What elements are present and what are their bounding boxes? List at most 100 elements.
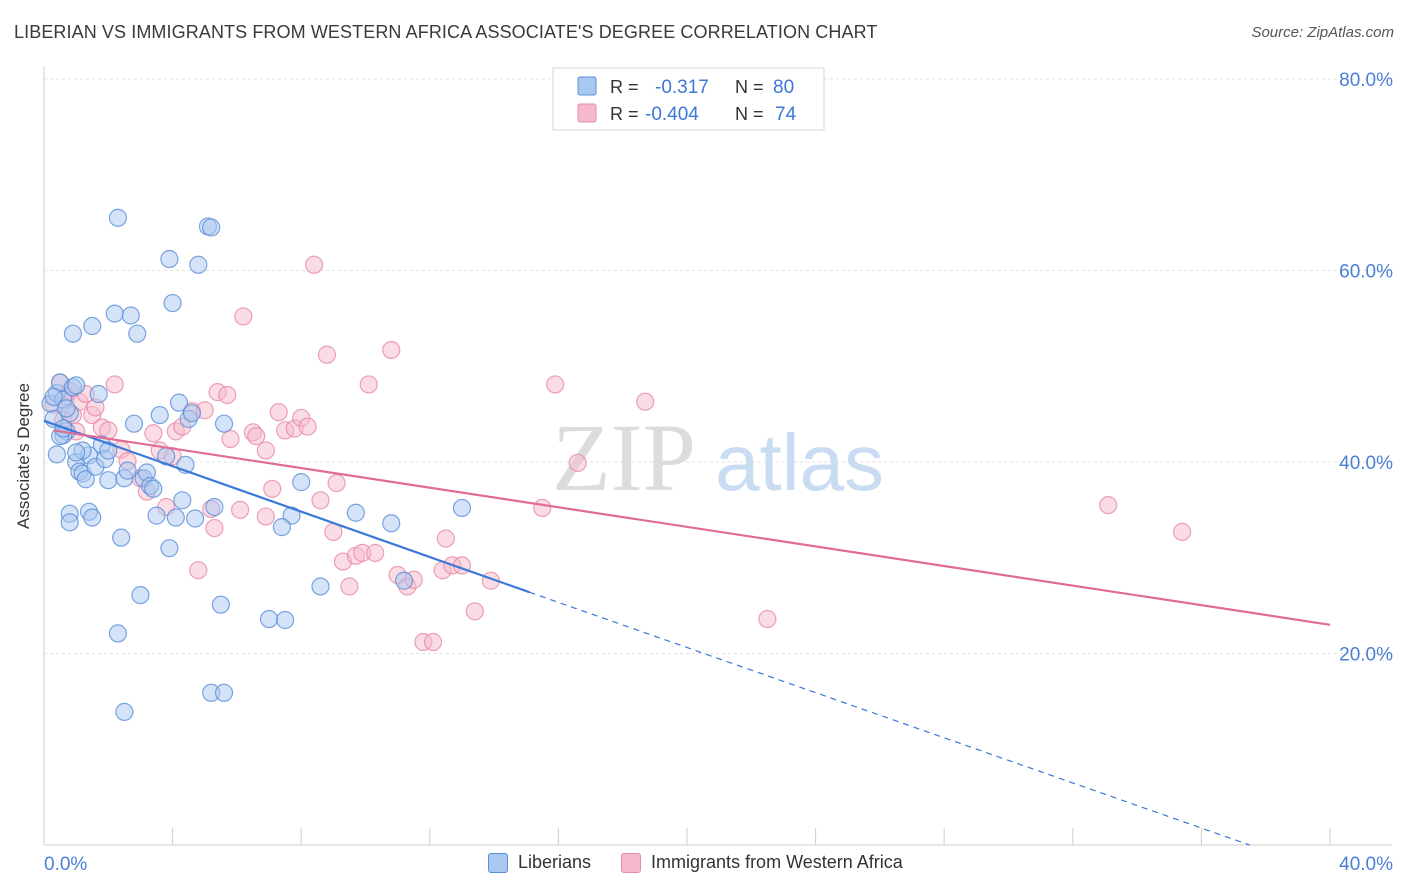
x-tick-label: 0.0% xyxy=(44,854,87,875)
data-point xyxy=(105,304,124,323)
data-point xyxy=(108,624,128,643)
data-point xyxy=(150,405,169,425)
grid-lines xyxy=(44,78,1392,654)
stats-n-label: N = xyxy=(735,104,764,124)
data-point xyxy=(359,375,378,394)
data-point xyxy=(67,443,86,462)
data-point xyxy=(63,324,83,343)
legend-swatch-blue xyxy=(488,852,508,873)
data-point xyxy=(546,375,565,394)
data-point xyxy=(205,518,224,538)
data-point xyxy=(67,376,86,395)
data-point xyxy=(263,479,282,498)
data-point xyxy=(189,561,208,580)
data-point xyxy=(247,427,266,446)
source-label: Source: ZipAtlas.com xyxy=(1251,24,1394,41)
stats-n-value: 74 xyxy=(775,104,797,125)
data-point xyxy=(568,453,587,473)
data-point xyxy=(189,255,208,274)
data-point xyxy=(115,702,134,722)
data-point xyxy=(144,424,163,443)
data-point xyxy=(99,441,118,460)
data-point xyxy=(83,316,102,336)
stats-legend-swatch-pink xyxy=(577,103,597,123)
data-point xyxy=(105,375,124,394)
y-tick-label: 40.0% xyxy=(1339,453,1393,474)
data-point xyxy=(452,498,472,518)
data-point xyxy=(118,461,137,480)
data-point xyxy=(394,571,414,590)
data-point xyxy=(47,445,66,464)
data-point xyxy=(166,508,185,527)
data-point xyxy=(1099,495,1118,515)
stats-n-label: N = xyxy=(735,77,764,97)
trend-line-extension xyxy=(529,591,1250,846)
data-point xyxy=(147,506,166,525)
legend-label: Immigrants from Western Africa xyxy=(651,852,903,872)
data-point xyxy=(211,595,230,614)
data-point xyxy=(99,471,118,490)
stats-r-label: R = xyxy=(610,104,639,124)
data-point xyxy=(218,385,237,405)
data-point xyxy=(112,528,131,547)
data-point xyxy=(89,384,108,404)
data-point xyxy=(311,577,330,596)
legend-item-immigrants[interactable]: Immigrants from Western Africa xyxy=(621,852,903,873)
y-axis-label: Associate's Degree xyxy=(14,383,33,529)
data-point xyxy=(57,399,76,418)
stats-r-value: -0.317 xyxy=(655,77,709,98)
data-point xyxy=(292,473,311,492)
data-point xyxy=(214,414,234,433)
data-point xyxy=(234,307,253,326)
data-point xyxy=(346,503,365,522)
data-point xyxy=(160,249,179,269)
legend-item-liberians[interactable]: Liberians xyxy=(488,852,591,873)
data-point xyxy=(304,255,324,274)
y-tick-label: 80.0% xyxy=(1339,70,1393,91)
data-point xyxy=(340,577,359,596)
data-point xyxy=(202,218,221,237)
data-point xyxy=(256,507,275,526)
series-liberians-points xyxy=(41,208,472,722)
axes xyxy=(43,66,1392,846)
trend-line xyxy=(43,419,530,594)
data-point xyxy=(160,539,179,558)
stats-legend: R = -0.317 N = 80 R = -0.404 N = 74 xyxy=(552,67,825,131)
stats-r-label: R = xyxy=(610,77,639,97)
stats-n-value: 80 xyxy=(773,77,794,98)
data-point xyxy=(221,429,240,449)
data-point xyxy=(124,414,144,433)
stats-legend-swatch-blue xyxy=(577,76,597,96)
data-point xyxy=(205,497,224,517)
data-point xyxy=(76,470,95,489)
data-point xyxy=(436,529,455,548)
bottom-legend: Liberians Immigrants from Western Africa xyxy=(488,852,933,873)
y-tick-label: 20.0% xyxy=(1339,645,1393,666)
trend-lines xyxy=(43,419,1331,846)
data-point xyxy=(1173,522,1192,541)
data-point xyxy=(231,500,250,519)
legend-swatch-pink xyxy=(621,852,642,873)
data-point xyxy=(311,491,330,510)
tick-labels: 20.0% 40.0% 60.0% 80.0% 0.0% 40.0% xyxy=(44,70,1393,875)
data-point xyxy=(382,514,401,533)
data-point xyxy=(131,585,150,605)
data-point xyxy=(327,473,346,493)
data-point xyxy=(173,491,192,510)
data-point xyxy=(182,404,201,423)
data-point xyxy=(128,324,147,343)
data-point xyxy=(276,610,295,630)
data-point xyxy=(298,417,317,436)
watermark-atlas: atlas xyxy=(715,418,884,507)
data-point xyxy=(108,208,128,227)
data-point xyxy=(269,403,288,422)
data-point xyxy=(423,632,443,652)
data-point xyxy=(259,609,279,629)
data-point xyxy=(169,393,189,412)
data-point xyxy=(533,498,552,518)
data-point xyxy=(256,441,275,460)
data-point xyxy=(163,293,182,313)
data-point xyxy=(83,508,102,527)
data-point xyxy=(214,683,234,702)
